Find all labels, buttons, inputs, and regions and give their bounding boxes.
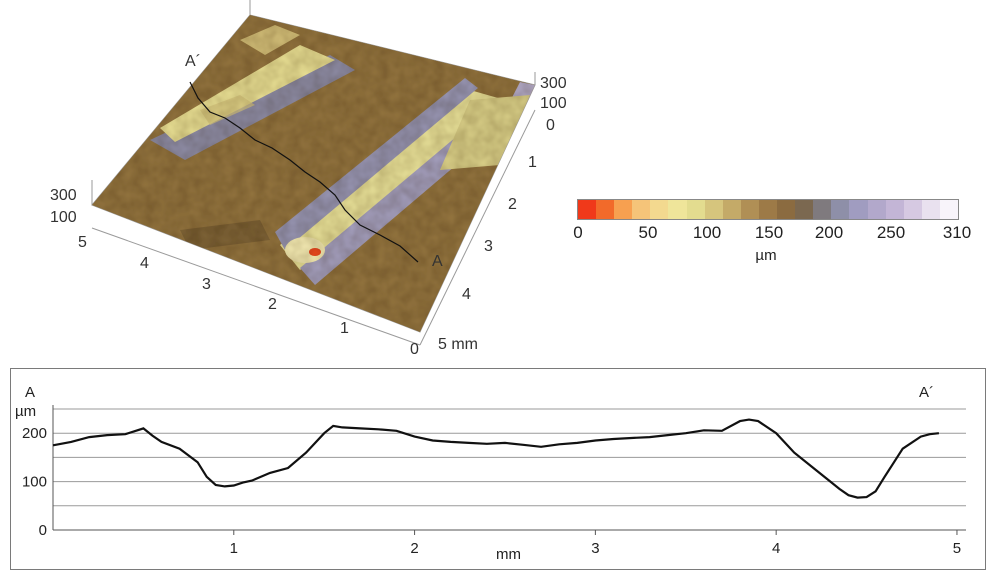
colorbar-tick: 150	[754, 223, 784, 242]
profile-line	[52, 418, 940, 499]
z-tick-right: 0	[546, 117, 555, 134]
colorbar-swatch	[885, 200, 904, 219]
z-tick-left: 100	[50, 209, 77, 226]
colorbar-swatch	[939, 200, 958, 219]
x-tick: 0	[410, 341, 419, 358]
colorbar-swatch	[722, 200, 741, 219]
corner-label-left: A	[25, 384, 35, 401]
colorbar-swatch	[740, 200, 759, 219]
colorbar-tick: 0	[573, 223, 583, 242]
colorbar-swatch	[903, 200, 922, 219]
colorbar-swatch	[596, 200, 615, 219]
colorbar-unit: µm	[755, 247, 777, 264]
corner-label-right: A´	[919, 384, 934, 401]
y-tick-label: 0	[39, 522, 47, 539]
z-tick-left: 300	[50, 187, 77, 204]
x-tick-label: 5	[953, 540, 961, 557]
colorbar-swatch	[867, 200, 886, 219]
colorbar	[577, 199, 959, 220]
y-tick-label: 200	[22, 425, 47, 442]
x-tick-label: 4	[772, 540, 780, 557]
z-tick-right: 100	[540, 95, 567, 112]
colorbar-tick: 310	[942, 223, 972, 242]
colorbar-tick: 50	[638, 223, 658, 242]
x-tick-label: 1	[230, 540, 238, 557]
z-tick-right: 300	[540, 75, 567, 92]
colorbar-swatch	[578, 200, 597, 219]
colorbar-swatch	[849, 200, 868, 219]
colorbar-tick: 200	[814, 223, 844, 242]
x-tick: 3	[202, 276, 211, 293]
colorbar-swatch	[614, 200, 633, 219]
y-tick: 1	[528, 154, 537, 171]
x-tick: 5	[78, 234, 87, 251]
colorbar-swatch	[795, 200, 814, 219]
profile-end-label: A´	[185, 53, 201, 70]
colorbar-swatch	[831, 200, 850, 219]
colorbar-swatch	[686, 200, 705, 219]
colorbar-swatch	[758, 200, 778, 219]
x-tick: 1	[340, 320, 349, 337]
y-tick: 5 mm	[438, 336, 478, 353]
colorbar-swatch	[777, 200, 796, 219]
x-tick: 2	[268, 296, 277, 313]
profile-chart-frame: 0 100 200 1 2 3 4 5 A A´ µm mm	[10, 368, 986, 570]
colorbar-swatch	[921, 200, 940, 219]
y-tick: 2	[508, 196, 517, 213]
x-tick-label: 2	[410, 540, 418, 557]
colorbar-tick: 100	[692, 223, 722, 242]
profile-chart: 0 100 200 1 2 3 4 5 A A´ µm mm	[15, 384, 966, 563]
x-tick-label: 3	[591, 540, 599, 557]
y-tick-label: 100	[22, 474, 47, 491]
profile-start-label: A	[432, 253, 443, 270]
surface-terrain	[92, 15, 535, 332]
colorbar-swatch	[632, 200, 651, 219]
y-tick: 3	[484, 238, 493, 255]
surface-plot-3d: A´ A 300 100 0 300 100 1 2 3 4 5 mm 5 4 …	[50, 0, 567, 358]
colorbar-swatch	[650, 200, 669, 219]
colorbar-tick: 250	[876, 223, 906, 242]
y-tick: 4	[462, 286, 471, 303]
y-axis-label: µm	[15, 403, 36, 420]
colorbar-swatch	[813, 200, 832, 219]
colorbar-swatch	[704, 200, 723, 219]
x-tick: 4	[140, 255, 149, 272]
colorbar-swatch	[668, 200, 687, 219]
x-axis-label: mm	[496, 546, 521, 563]
profile-line-a-a-prime	[189, 81, 419, 263]
